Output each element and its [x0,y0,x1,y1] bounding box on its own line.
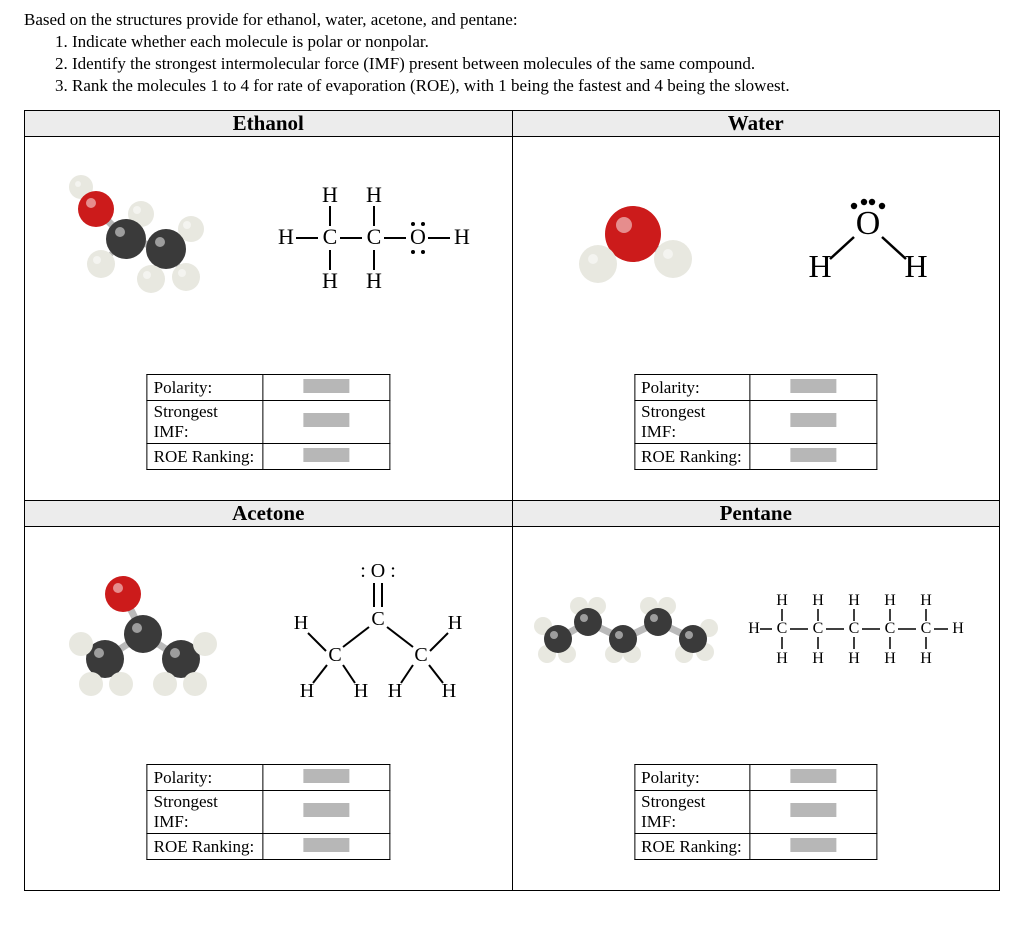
acetone-lewis: : O : C C C H H H H [273,549,483,709]
svg-text:H: H [813,650,825,667]
svg-text:C: C [885,620,896,637]
svg-text:H: H [749,620,761,637]
svg-text:H: H [777,592,789,609]
water-lewis: O H H [778,179,958,299]
svg-text:C: C [849,620,860,637]
svg-text:H: H [813,592,825,609]
svg-text:H: H [322,182,338,207]
acetone-header: Acetone [25,501,513,527]
svg-text:H: H [885,650,897,667]
molecule-grid: Ethanol Water [24,110,1000,891]
questions-list: Indicate whether each molecule is polar … [24,32,1000,96]
ethanol-roe-input[interactable] [263,444,390,470]
water-3d-model [553,179,713,299]
acetone-roe-input[interactable] [263,834,390,860]
water-answers: Polarity: Strongest IMF: ROE Ranking: [634,374,877,470]
svg-text:H: H [448,612,462,634]
intro-block: Based on the structures provide for etha… [24,10,1000,96]
water-imf-input[interactable] [750,401,877,444]
polarity-label: Polarity: [147,375,263,401]
roe-label: ROE Ranking: [147,444,263,470]
pentane-cell: H C H H C H H C H H [512,527,1000,891]
ethanol-cell: H C H H C H H O [25,137,513,501]
svg-text:H: H [366,182,382,207]
svg-text:H: H [921,650,933,667]
pentane-3d-model [523,574,733,684]
water-cell: O H H Polarity: Strongest IMF: ROE Ranki… [512,137,1000,501]
intro-text: Based on the structures provide for etha… [24,10,1000,30]
svg-text:H: H [322,268,338,293]
water-roe-input[interactable] [750,444,877,470]
svg-text:C: C [415,644,428,666]
svg-text:C: C [323,224,338,249]
pentane-lewis: H C H H C H H C H H [738,579,988,679]
svg-text:H: H [885,592,897,609]
ethanol-lewis: H C H H C H H O [256,174,486,304]
svg-text:C: C [367,224,382,249]
svg-text:H: H [366,268,382,293]
svg-text:H: H [849,592,861,609]
ethanol-answers: Polarity: Strongest IMF: ROE Ranking: [147,374,390,470]
svg-text:H: H [921,592,933,609]
pentane-imf-input[interactable] [750,791,877,834]
ethanol-header: Ethanol [25,111,513,137]
acetone-3d-model [53,554,233,704]
ethanol-3d-model [51,169,221,309]
water-header: Water [512,111,1000,137]
svg-text:H: H [294,612,308,634]
water-polarity-input[interactable] [750,375,877,401]
svg-text:C: C [813,620,824,637]
pentane-answers: Polarity: Strongest IMF: ROE Ranking: [634,764,877,860]
acetone-answers: Polarity: Strongest IMF: ROE Ranking: [147,764,390,860]
pentane-polarity-input[interactable] [750,765,877,791]
svg-text:O: O [410,224,426,249]
imf-label: Strongest IMF: [147,401,263,444]
svg-text:: O :: : O : [361,560,397,582]
acetone-cell: : O : C C C H H H H [25,527,513,891]
pentane-header: Pentane [512,501,1000,527]
svg-text:H: H [849,650,861,667]
svg-text:H: H [388,680,402,702]
acetone-polarity-input[interactable] [263,765,390,791]
svg-text:H: H [777,650,789,667]
svg-text:H: H [354,680,368,702]
acetone-imf-input[interactable] [263,791,390,834]
svg-text:H: H [278,224,294,249]
ethanol-polarity-input[interactable] [263,375,390,401]
svg-text:C: C [921,620,932,637]
svg-text:H: H [300,680,314,702]
svg-text:C: C [777,620,788,637]
svg-text:H: H [905,248,928,284]
question-2: Identify the strongest intermolecular fo… [72,54,1000,74]
question-1: Indicate whether each molecule is polar … [72,32,1000,52]
svg-text:H: H [454,224,470,249]
svg-text:H: H [809,248,832,284]
svg-text:C: C [372,608,385,630]
pentane-roe-input[interactable] [750,834,877,860]
svg-text:H: H [953,620,965,637]
svg-text:H: H [442,680,456,702]
svg-text:O: O [856,205,881,242]
ethanol-imf-input[interactable] [263,401,390,444]
question-3: Rank the molecules 1 to 4 for rate of ev… [72,76,1000,96]
svg-text:C: C [329,644,342,666]
